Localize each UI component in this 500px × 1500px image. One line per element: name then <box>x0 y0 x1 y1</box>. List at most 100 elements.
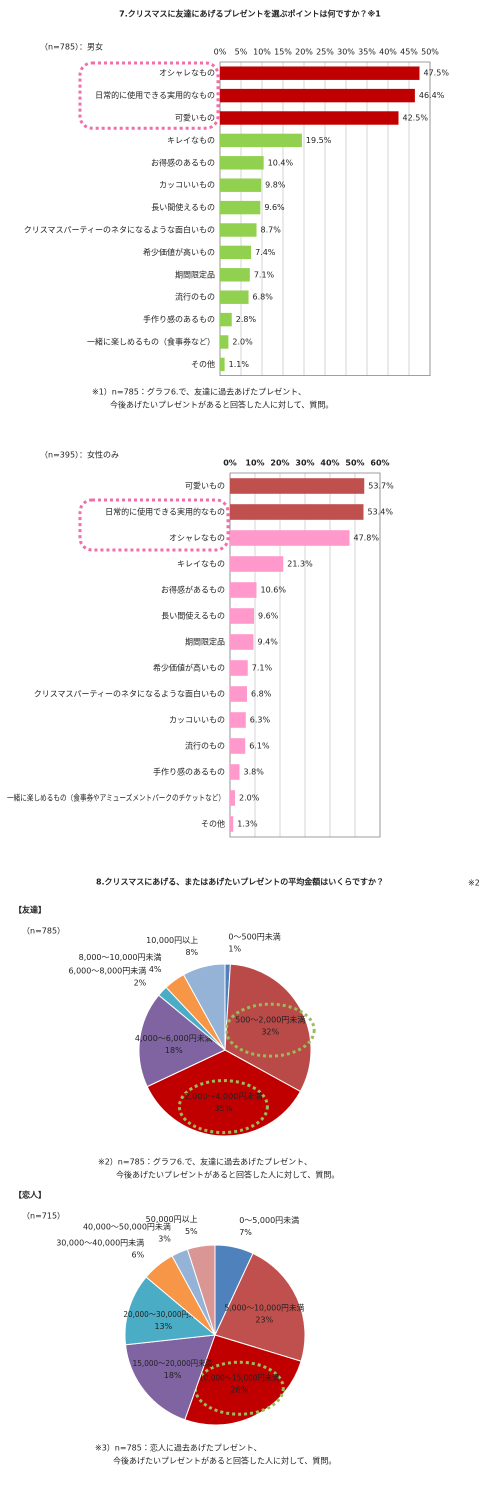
value-label: 1.1% <box>229 360 250 369</box>
footnote: ※3）n=785：恋人に過去あげたプレゼント、 <box>95 1443 262 1453</box>
slice-label: 10,000～15,000円未満 <box>199 1373 279 1383</box>
value-label: 2.0% <box>239 794 260 803</box>
highlight <box>193 1360 285 1416</box>
slice-value: 18% <box>164 1371 182 1380</box>
value-label: 6.3% <box>250 716 271 725</box>
x-tick-label: 50% <box>345 459 364 468</box>
bar <box>220 357 225 372</box>
category-label: クリスマスパーティーのネタになるような面白いもの <box>24 225 215 235</box>
x-tick-label: 20% <box>270 459 289 468</box>
x-tick-label: 0% <box>223 459 237 468</box>
x-tick-label: 10% <box>245 459 264 468</box>
value-label: 47.5% <box>424 69 450 78</box>
bar <box>220 200 261 215</box>
bar <box>230 660 248 676</box>
footnote: 今後あげたいプレゼントがあると回答した人に対して、質問。 <box>113 1456 336 1466</box>
x-tick-label: 25% <box>316 48 334 57</box>
bar <box>230 686 247 702</box>
category-label: 希少価値が高いもの <box>143 247 215 257</box>
slice-value: 32% <box>261 1028 279 1037</box>
value-label: 10.4% <box>268 158 294 167</box>
title-note-mark: ※2 <box>468 879 480 888</box>
value-label: 19.5% <box>306 136 332 145</box>
highlight <box>224 1002 316 1058</box>
slice-value: 6% <box>131 1251 144 1260</box>
pie-slice <box>138 994 226 1088</box>
bar <box>230 738 246 754</box>
slice-value: 13% <box>154 1322 172 1331</box>
bar <box>220 66 420 80</box>
slice-value: 26% <box>230 1386 248 1395</box>
category-label: 手作り感のあるもの <box>143 314 215 324</box>
slice-label: 0～5,000円未満 <box>239 1215 299 1225</box>
chart-title: 7.クリスマスに友達にあげるプレゼントを選ぶポイントは何ですか？※1 <box>119 9 381 19</box>
x-tick-label: 5% <box>235 48 248 57</box>
bar <box>220 268 250 282</box>
slice-label: 50,000円以上 <box>146 1215 198 1224</box>
bar <box>230 582 257 598</box>
slice-label: 20,000～30,000円未満 <box>123 1309 203 1319</box>
value-label: 3.8% <box>244 768 265 777</box>
x-tick-label: 30% <box>337 48 355 57</box>
category-label: 希少価値が高いもの <box>153 663 225 673</box>
category-label: カッコいいもの <box>159 181 215 190</box>
slice-label: 0～500円未満 <box>228 932 280 942</box>
slice-label: 4,000～6,000円未満 <box>135 1033 213 1043</box>
value-label: 53.4% <box>368 508 394 517</box>
category-label: 一緒に楽しめるもの（食事券やアミューズメントパークのチケットなど） <box>7 793 225 803</box>
pie-slice <box>124 1276 217 1346</box>
highlight <box>78 61 220 130</box>
chart-subtitle: （n=785） <box>22 927 65 936</box>
bar <box>230 478 365 494</box>
bar <box>230 790 235 806</box>
slice-value: 3% <box>158 1235 171 1244</box>
value-label: 7.1% <box>252 664 273 673</box>
footnote: 今後あげたいプレゼントがあると回答した人に対して、質問。 <box>116 1170 339 1180</box>
value-label: 2.0% <box>232 338 253 347</box>
category-label: 期間限定品 <box>185 638 225 647</box>
category-label: 日常的に使用できる実用的なもの <box>105 507 225 517</box>
slice-value: 8% <box>185 948 198 957</box>
highlight <box>78 498 230 552</box>
chart-subtitle: （n=395）：女性のみ <box>40 450 119 460</box>
value-label: 9.8% <box>265 181 286 190</box>
section-heading: 【友達】 <box>14 905 46 915</box>
slice-label: 10,000円以上 <box>146 936 198 945</box>
category-label: 可愛いもの <box>175 113 215 123</box>
bar <box>220 290 249 304</box>
value-label: 53.7% <box>368 482 394 491</box>
value-label: 6.1% <box>249 742 270 751</box>
value-label: 7.1% <box>254 270 275 279</box>
bar <box>220 178 262 192</box>
category-label: お得感があるもの <box>161 585 225 595</box>
bar <box>220 335 229 349</box>
slice-value: 23% <box>255 1315 273 1324</box>
chart-subtitle: （n=715） <box>22 1212 65 1221</box>
footnote: ※2）n=785：グラフ6.で、友達に過去あげたプレゼント、 <box>98 1157 312 1167</box>
slice-value: 5% <box>185 1227 198 1236</box>
pie-slice <box>214 1252 306 1362</box>
category-label: オシャレなもの <box>169 534 225 543</box>
slice-value: 4% <box>149 965 162 974</box>
slice-label: 8,000～10,000円未満 <box>79 952 162 962</box>
x-tick-label: 30% <box>295 459 314 468</box>
slice-label: 30,000～40,000円未満 <box>56 1238 144 1248</box>
x-tick-label: 35% <box>358 48 376 57</box>
bar <box>230 608 254 624</box>
x-tick-label: 60% <box>370 459 389 468</box>
x-tick-label: 40% <box>379 48 397 57</box>
pie-slice <box>182 963 226 1051</box>
category-label: カッコいいもの <box>169 716 225 725</box>
bar <box>230 556 284 572</box>
bar <box>230 816 234 832</box>
value-label: 2.8% <box>236 315 257 324</box>
slice-value: 1% <box>228 945 241 954</box>
chart-title: 8.クリスマスにあげる、またはあげたいプレゼントの平均金額はいくらですか？ <box>96 877 384 887</box>
bar <box>220 111 399 125</box>
pie-slice <box>184 1334 302 1426</box>
category-label: 長い間使えるもの <box>151 202 215 212</box>
x-tick-label: 15% <box>274 48 292 57</box>
value-label: 8.7% <box>261 226 282 235</box>
value-label: 46.4% <box>419 91 445 100</box>
